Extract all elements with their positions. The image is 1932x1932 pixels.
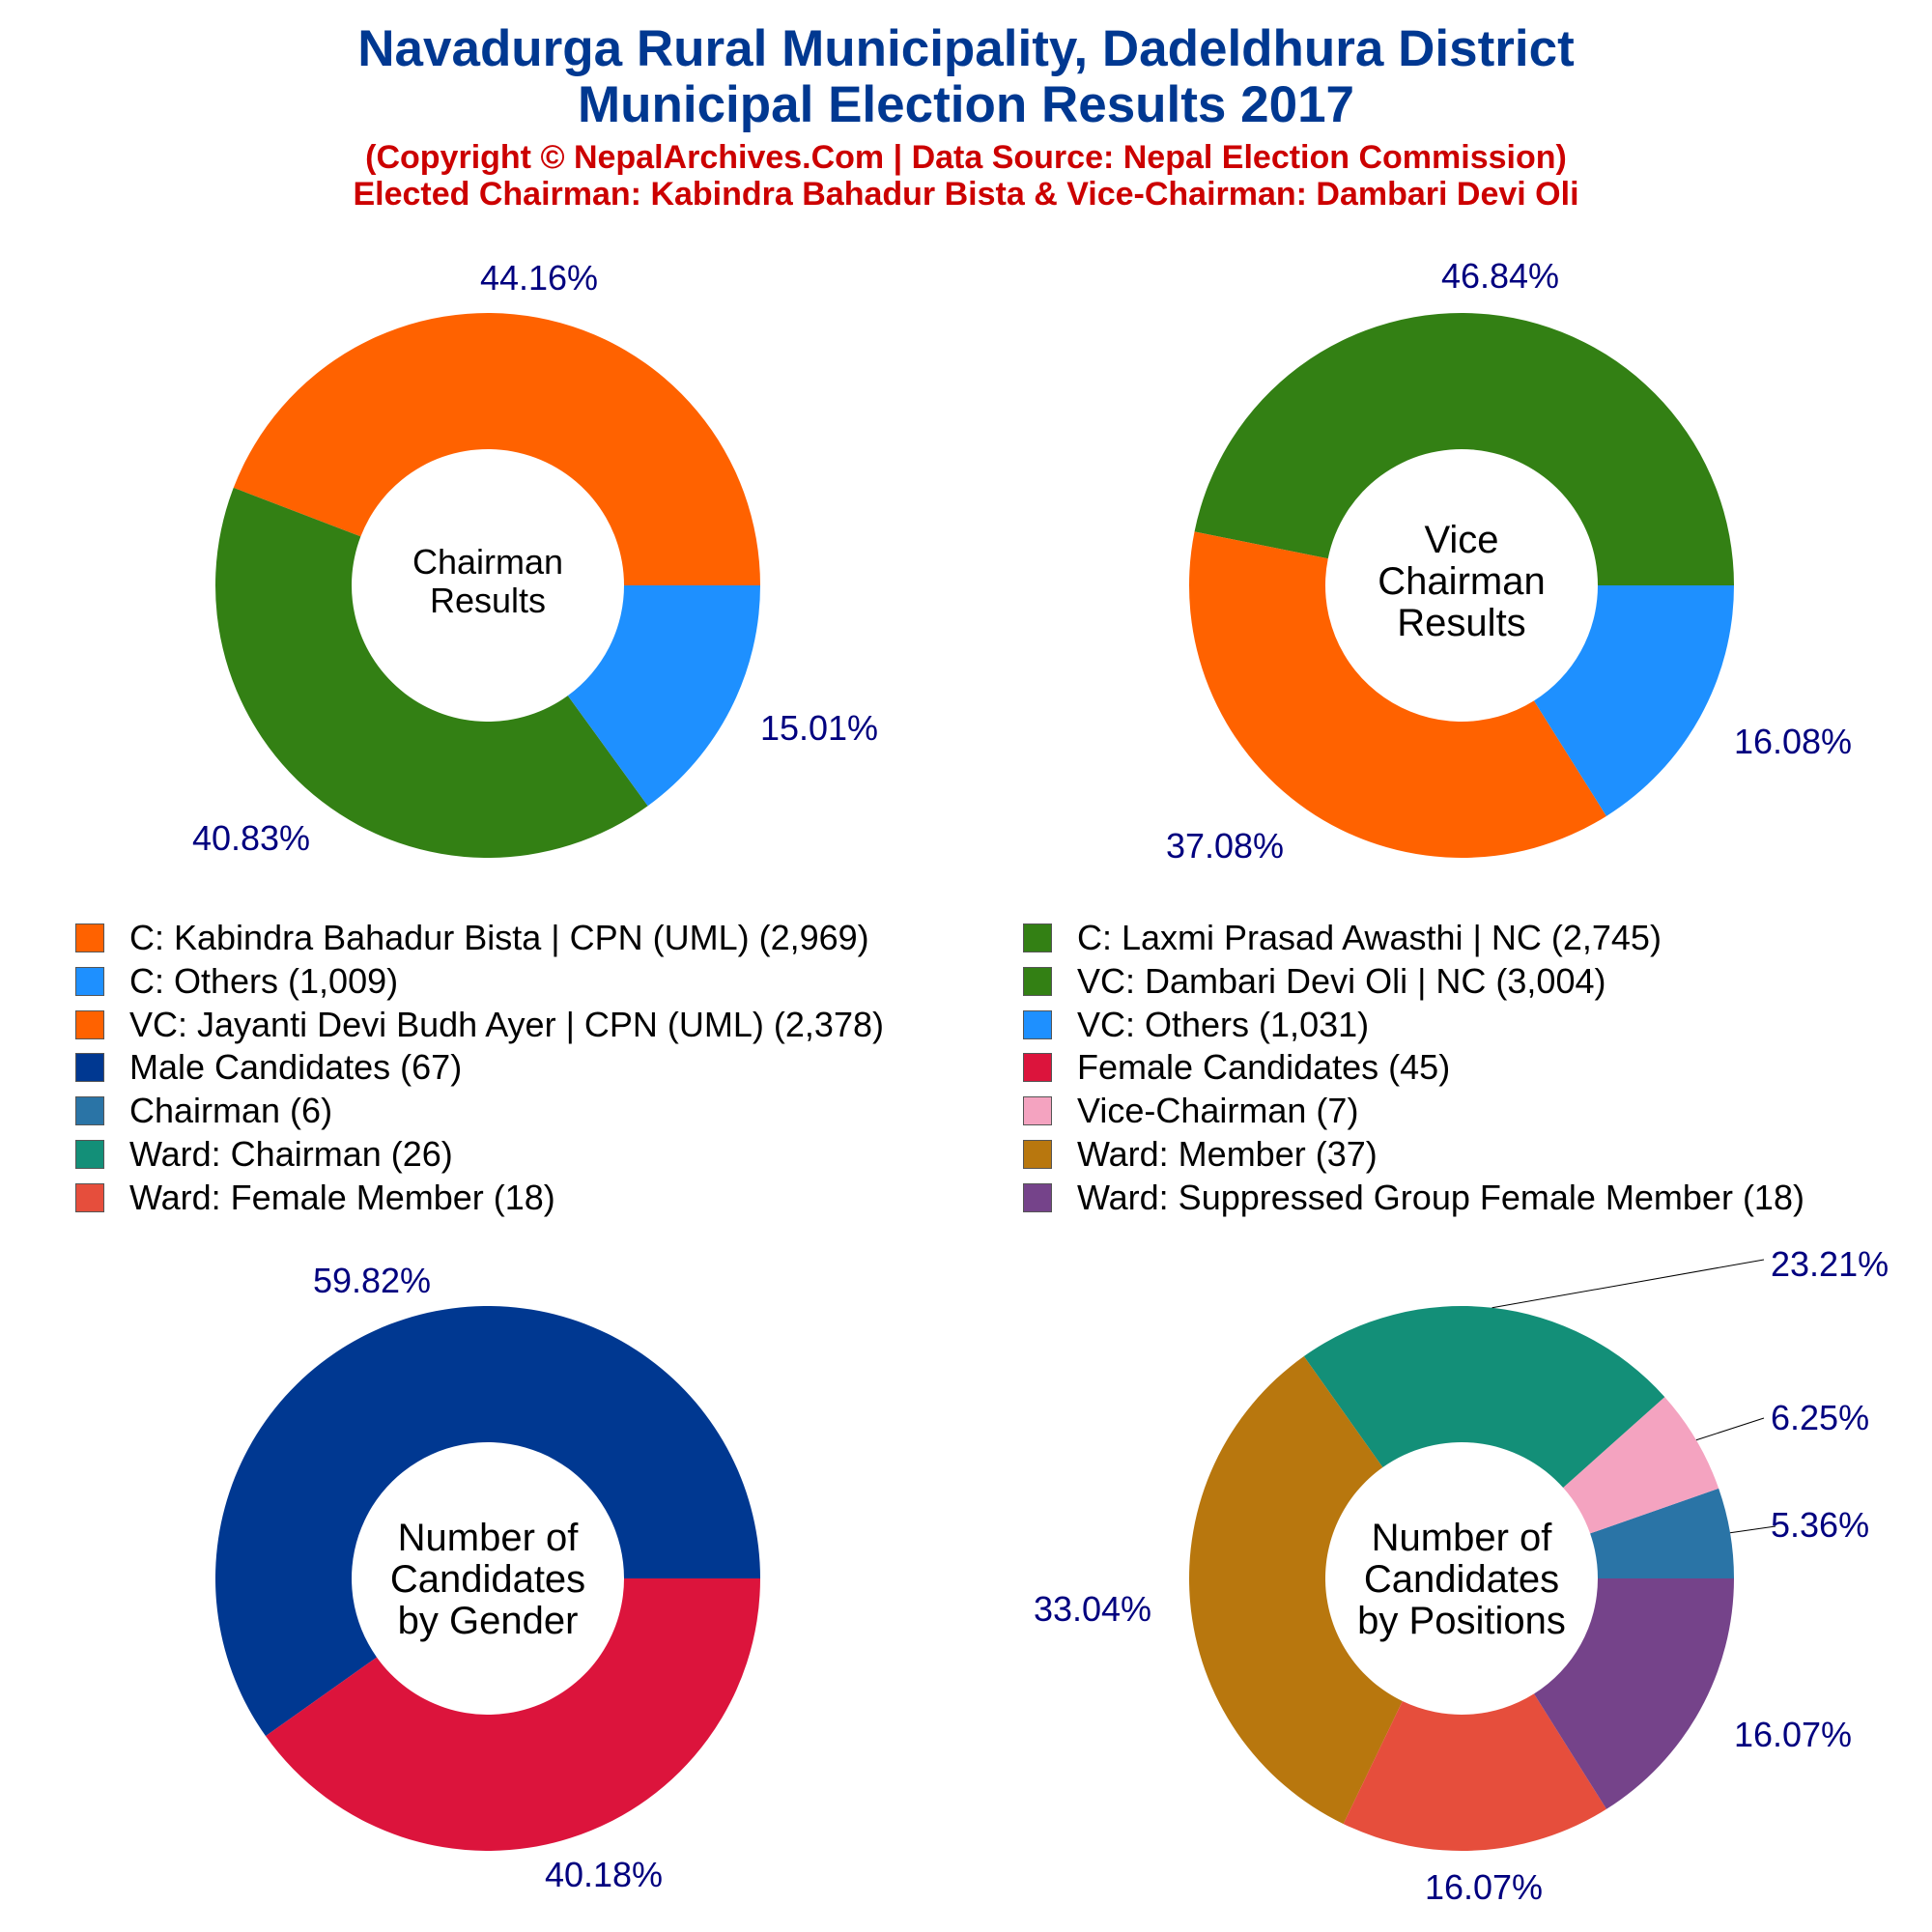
donut-slice xyxy=(567,585,760,807)
donut-center-label: by Positions xyxy=(1357,1600,1566,1642)
leader-line xyxy=(1695,1417,1765,1441)
chart-subtitle-line-2: Elected Chairman: Kabindra Bahadur Bista… xyxy=(353,176,1579,213)
donut-center-label: Chairman xyxy=(412,542,563,582)
donut-slice xyxy=(1194,313,1734,585)
donut-slice xyxy=(1533,585,1734,816)
legend-swatch xyxy=(75,1096,104,1126)
legend-swatch xyxy=(1023,1096,1052,1126)
legend-label: Ward: Member (37) xyxy=(1077,1133,1378,1174)
donut-slice xyxy=(215,487,648,858)
slice-percent-label: 23.21% xyxy=(1771,1244,1889,1284)
legend-label: VC: Dambari Devi Oli | NC (3,004) xyxy=(1077,960,1606,1001)
legend-label: Vice-Chairman (7) xyxy=(1077,1091,1359,1131)
donut-slice xyxy=(1590,1488,1734,1578)
slice-percent-label: 46.84% xyxy=(1441,256,1559,296)
legend-label: Ward: Suppressed Group Female Member (18… xyxy=(1077,1177,1804,1217)
donut-slice xyxy=(266,1578,760,1851)
slice-percent-label: 16.07% xyxy=(1734,1715,1852,1754)
legend-swatch xyxy=(1023,1182,1052,1212)
legend-swatch xyxy=(75,1182,104,1212)
legend-label: Ward: Chairman (26) xyxy=(129,1133,453,1174)
chart-title-line-2: Municipal Election Results 2017 xyxy=(577,76,1355,133)
donut-slice xyxy=(1534,1578,1734,1809)
donut-center-label: Results xyxy=(430,581,546,620)
legend-swatch xyxy=(1023,1139,1052,1169)
legend-label: Female Candidates (45) xyxy=(1077,1047,1451,1088)
legend-swatch xyxy=(1023,1053,1052,1083)
legend-label: VC: Jayanti Devi Budh Ayer | CPN (UML) (… xyxy=(129,1004,884,1044)
legend-swatch xyxy=(1023,923,1052,952)
slice-percent-label: 40.18% xyxy=(545,1855,663,1894)
slice-percent-label: 5.36% xyxy=(1771,1505,1869,1545)
donut-center-label: by Gender xyxy=(398,1600,579,1642)
slice-percent-label: 37.08% xyxy=(1166,826,1284,866)
legend-swatch xyxy=(75,923,104,952)
chart-header: Navadurga Rural Municipality, Dadeldhura… xyxy=(0,21,1932,213)
donut-center-label: Number of xyxy=(398,1517,580,1559)
donut-center-label: Chairman xyxy=(1378,560,1545,603)
legend-label: Ward: Female Member (18) xyxy=(129,1177,555,1217)
donut-center-label: Vice xyxy=(1424,519,1498,561)
leader-line xyxy=(1492,1259,1765,1309)
donut-chart-4: 5.36% 6.25% 23.21% 33.04% 16.07% 16.07% Number… xyxy=(1034,1244,1889,1907)
legend-swatch xyxy=(75,966,104,996)
slice-percent-label: 40.83% xyxy=(192,818,310,858)
slice-percent-label: 16.07% xyxy=(1425,1867,1543,1907)
donut-slice xyxy=(1303,1305,1665,1489)
donut-slice xyxy=(1563,1397,1719,1534)
slice-percent-label: 15.01% xyxy=(760,708,878,748)
donut-center-label: Results xyxy=(1397,602,1525,644)
slice-percent-label: 59.82% xyxy=(313,1261,431,1300)
legend-label: C: Laxmi Prasad Awasthi | NC (2,745) xyxy=(1077,918,1662,957)
donut-center-label: Number of xyxy=(1372,1517,1553,1559)
slice-percent-label: 33.04% xyxy=(1034,1589,1151,1629)
legend-swatch xyxy=(1023,966,1052,996)
legend-label: C: Others (1,009) xyxy=(129,960,399,1001)
legend-swatch xyxy=(75,1139,104,1169)
donut-slice xyxy=(1343,1693,1607,1852)
chart-title-line-1: Navadurga Rural Municipality, Dadeldhura… xyxy=(357,20,1575,77)
legend-label: Male Candidates (67) xyxy=(129,1047,463,1088)
legend-swatch xyxy=(75,1053,104,1083)
donut-center-label: Candidates xyxy=(1364,1558,1559,1601)
leader-line xyxy=(1729,1525,1776,1534)
donut-slice xyxy=(1189,531,1606,858)
donut-center-label: Candidates xyxy=(390,1558,585,1601)
slice-percent-label: 16.08% xyxy=(1734,722,1852,761)
donut-slice xyxy=(1189,1356,1403,1825)
legend-label: VC: Others (1,031) xyxy=(1077,1004,1370,1044)
legend-label: C: Kabindra Bahadur Bista | CPN (UML) (2… xyxy=(129,918,869,957)
donut-slice xyxy=(233,313,760,585)
slice-percent-label: 44.16% xyxy=(480,258,598,298)
donut-slice xyxy=(214,1305,760,1737)
legend-swatch xyxy=(75,1009,104,1039)
chart-subtitle-line-1: (Copyright © NepalArchives.Com | Data So… xyxy=(365,139,1567,176)
slice-percent-label: 6.25% xyxy=(1771,1398,1869,1437)
legend-swatch xyxy=(1023,1009,1052,1039)
legend-label: Chairman (6) xyxy=(129,1091,333,1131)
